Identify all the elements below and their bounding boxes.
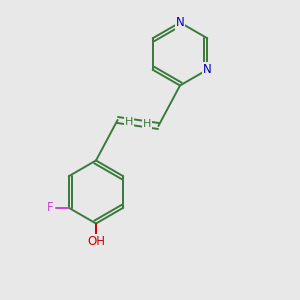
Text: N: N [203, 63, 212, 76]
Text: H: H [143, 119, 151, 129]
Text: OH: OH [87, 235, 105, 248]
Text: F: F [47, 201, 53, 214]
Text: H: H [125, 117, 133, 127]
Text: N: N [176, 16, 184, 29]
